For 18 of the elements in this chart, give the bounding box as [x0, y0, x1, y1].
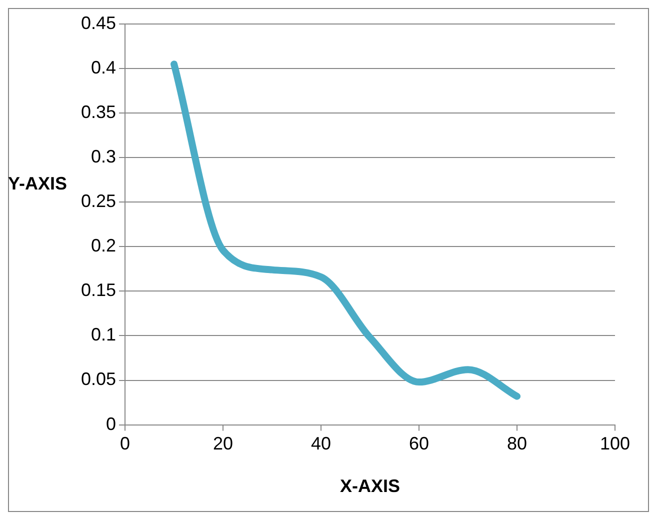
- y-tick-label: 0.3: [91, 146, 116, 167]
- x-tick-label: 20: [213, 434, 234, 454]
- y-tick-label: 0.2: [91, 236, 116, 256]
- x-tick-label: 80: [506, 434, 528, 454]
- y-tick-label: 0.25: [80, 191, 116, 212]
- y-tick-label: 0.15: [80, 280, 116, 300]
- y-axis-title: Y-AXIS: [8, 173, 68, 194]
- y-tick-label: 0.45: [80, 12, 116, 33]
- y-tick-label: 0.35: [80, 102, 116, 122]
- y-tick-label: 0.05: [80, 369, 116, 390]
- x-tick-label: 40: [311, 434, 332, 454]
- y-tick-label: 0: [106, 414, 116, 434]
- y-tick-label: 0.4: [91, 58, 116, 78]
- x-axis-title: X-AXIS: [340, 476, 400, 496]
- x-tick-label: 0: [120, 434, 130, 454]
- x-tick-label: 100: [600, 434, 630, 454]
- y-tick-label: 0.1: [91, 324, 116, 345]
- x-tick-label: 60: [409, 434, 430, 454]
